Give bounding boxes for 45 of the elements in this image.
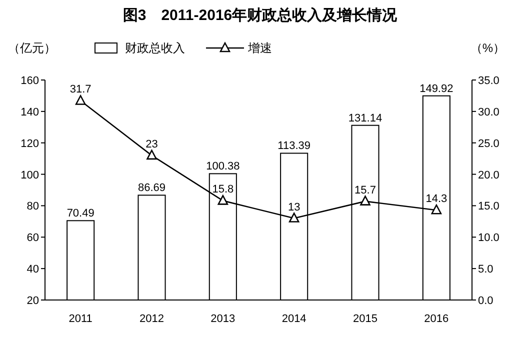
y-tick-label: 20 [26,295,39,307]
data-label: 113.39 [278,140,310,152]
data-label: 15.8 [212,184,234,196]
point [75,95,86,105]
y-tick-label: 60 [26,232,39,244]
y2-tick-label: 15.0 [478,200,500,213]
data-label: 131.14 [348,112,382,124]
legend-label: 财政总收入 [125,41,185,55]
chart-title: 图3 2011-2016年财政总收入及增长情况 [122,7,398,24]
x-tick-label: 2014 [282,313,306,325]
y-tick-label: 160 [20,75,39,87]
data-label: 23 [146,138,158,150]
data-label: 149.92 [420,82,454,95]
y-tick-label: 80 [26,200,39,213]
data-label: 86.69 [138,182,166,194]
point [218,195,228,205]
data-label: 70.49 [66,208,94,220]
data-label: 31.7 [70,84,92,96]
point [431,204,442,214]
point [146,150,157,160]
y-axis-title: （亿元） [8,41,56,55]
point [288,212,300,222]
y2-tick-label: 30.0 [478,106,500,118]
y-tick-label: 140 [20,106,39,118]
y-tick-label: 100 [20,169,39,182]
y2-tick-label: 20.0 [478,169,500,182]
y2-tick-label: 0.0 [478,295,494,307]
data-label: 100.38 [206,160,240,173]
data-label: 13 [288,201,300,214]
x-tick-label: 2011 [68,313,92,325]
y-tick-label: 120 [20,138,39,150]
y2-tick-label: 5.0 [478,264,494,276]
point [360,196,370,206]
y2-tick-label: 25.0 [478,138,500,150]
x-tick-label: 2012 [140,313,164,325]
legend-label: 增速 [247,41,272,55]
y2-axis-title: （%） [470,41,505,55]
y-tick-label: 40 [26,264,39,276]
data-label: 15.7 [354,184,376,196]
x-tick-label: 2013 [210,313,236,325]
y2-tick-label: 35.0 [478,75,500,87]
x-tick-label: 2016 [424,313,449,325]
data-label: 14.3 [426,193,448,206]
x-tick-label: 2015 [353,313,378,325]
y2-tick-label: 10.0 [478,232,500,244]
